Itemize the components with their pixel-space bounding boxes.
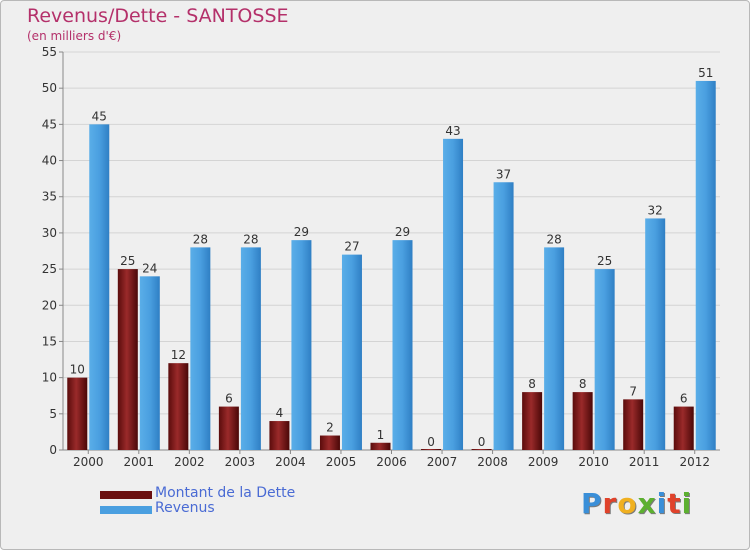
data-label-debt: 6 [225, 392, 233, 406]
chart-title: Revenus/Dette - SANTOSSE [27, 5, 289, 27]
data-label-debt: 12 [171, 348, 186, 362]
bar-debt [673, 406, 694, 450]
data-label-revenus: 32 [648, 203, 663, 217]
bar-debt [269, 421, 290, 450]
bar-debt [319, 435, 340, 450]
bar-revenus [139, 276, 160, 450]
x-tick-label: 2009 [528, 455, 559, 469]
chart-subtitle: (en milliers d'€) [27, 29, 122, 43]
legend-label-debt: Montant de la Dette [155, 485, 296, 501]
data-label-debt: 0 [478, 435, 486, 449]
data-label-debt: 1 [377, 428, 385, 442]
x-tick-label: 2003 [225, 455, 256, 469]
data-label-debt: 25 [120, 254, 135, 268]
logo-letter: i [681, 487, 693, 520]
x-tick-label: 2008 [477, 455, 508, 469]
x-tick-label: 2011 [629, 455, 660, 469]
data-label-debt: 6 [680, 392, 688, 406]
data-label-debt: 8 [579, 377, 587, 391]
bar-revenus [89, 124, 110, 450]
legend-swatch-debt [100, 491, 152, 499]
bar-revenus [190, 247, 211, 450]
y-tick-label: 40 [42, 154, 57, 168]
logo-letter: o [617, 487, 638, 520]
bar-revenus [645, 218, 666, 450]
logo-letter: x [637, 487, 657, 520]
bar-revenus [341, 254, 362, 450]
bar-revenus [544, 247, 565, 450]
bar-debt [168, 363, 189, 450]
x-tick-label: 2007 [427, 455, 458, 469]
data-label-revenus: 25 [597, 254, 612, 268]
y-tick-label: 25 [42, 262, 57, 276]
logo-letter: P [581, 487, 603, 520]
data-label-revenus: 27 [344, 240, 359, 254]
y-tick-label: 30 [42, 226, 57, 240]
data-label-revenus: 28 [243, 232, 258, 246]
x-tick-label: 2010 [578, 455, 609, 469]
x-tick-label: 2012 [679, 455, 710, 469]
data-label-revenus: 29 [294, 225, 309, 239]
bar-revenus [240, 247, 261, 450]
bar-debt [67, 377, 88, 450]
bar-debt [522, 392, 543, 450]
y-tick-label: 5 [49, 407, 57, 421]
x-tick-label: 2005 [326, 455, 357, 469]
y-tick-label: 15 [42, 334, 57, 348]
y-tick-label: 55 [42, 45, 57, 59]
y-tick-label: 50 [42, 81, 57, 95]
bar-revenus [594, 269, 615, 450]
data-label-revenus: 24 [142, 261, 157, 275]
data-label-revenus: 51 [698, 66, 713, 80]
bar-debt [421, 449, 442, 450]
bar-debt [218, 406, 239, 450]
data-label-debt: 10 [70, 363, 85, 377]
data-label-revenus: 28 [193, 232, 208, 246]
data-label-debt: 2 [326, 421, 334, 435]
data-label-debt: 4 [276, 406, 284, 420]
bar-revenus [695, 80, 716, 450]
y-tick-label: 35 [42, 190, 57, 204]
bar-debt [623, 399, 644, 450]
bar-revenus [493, 182, 514, 450]
legend-swatch-revenus [100, 506, 152, 514]
logo-letter: t [667, 487, 682, 520]
data-label-revenus: 45 [92, 109, 107, 123]
bar-debt [572, 392, 593, 450]
logo-letter: r [602, 487, 618, 520]
x-tick-label: 2002 [174, 455, 205, 469]
data-label-revenus: 28 [546, 232, 561, 246]
bar-revenus [392, 240, 413, 450]
x-tick-label: 2004 [275, 455, 306, 469]
y-tick-label: 0 [49, 443, 57, 457]
bar-debt [471, 449, 492, 450]
x-tick-label: 2006 [376, 455, 407, 469]
data-label-debt: 8 [528, 377, 536, 391]
bar-debt [370, 442, 391, 450]
bar-revenus [443, 138, 464, 450]
legend-label-revenus: Revenus [155, 500, 215, 516]
data-label-debt: 0 [427, 435, 435, 449]
y-tick-label: 45 [42, 117, 57, 131]
data-label-revenus: 43 [445, 124, 460, 138]
x-tick-label: 2000 [73, 455, 104, 469]
proxiti-logo: Proxiti [581, 487, 692, 520]
data-label-revenus: 29 [395, 225, 410, 239]
bar-debt [117, 269, 138, 450]
x-tick-label: 2001 [124, 455, 155, 469]
bar-revenus [291, 240, 312, 450]
y-tick-label: 20 [42, 298, 57, 312]
data-label-debt: 7 [629, 384, 637, 398]
logo-letter: i [656, 487, 668, 520]
y-tick-label: 10 [42, 371, 57, 385]
data-label-revenus: 37 [496, 167, 511, 181]
